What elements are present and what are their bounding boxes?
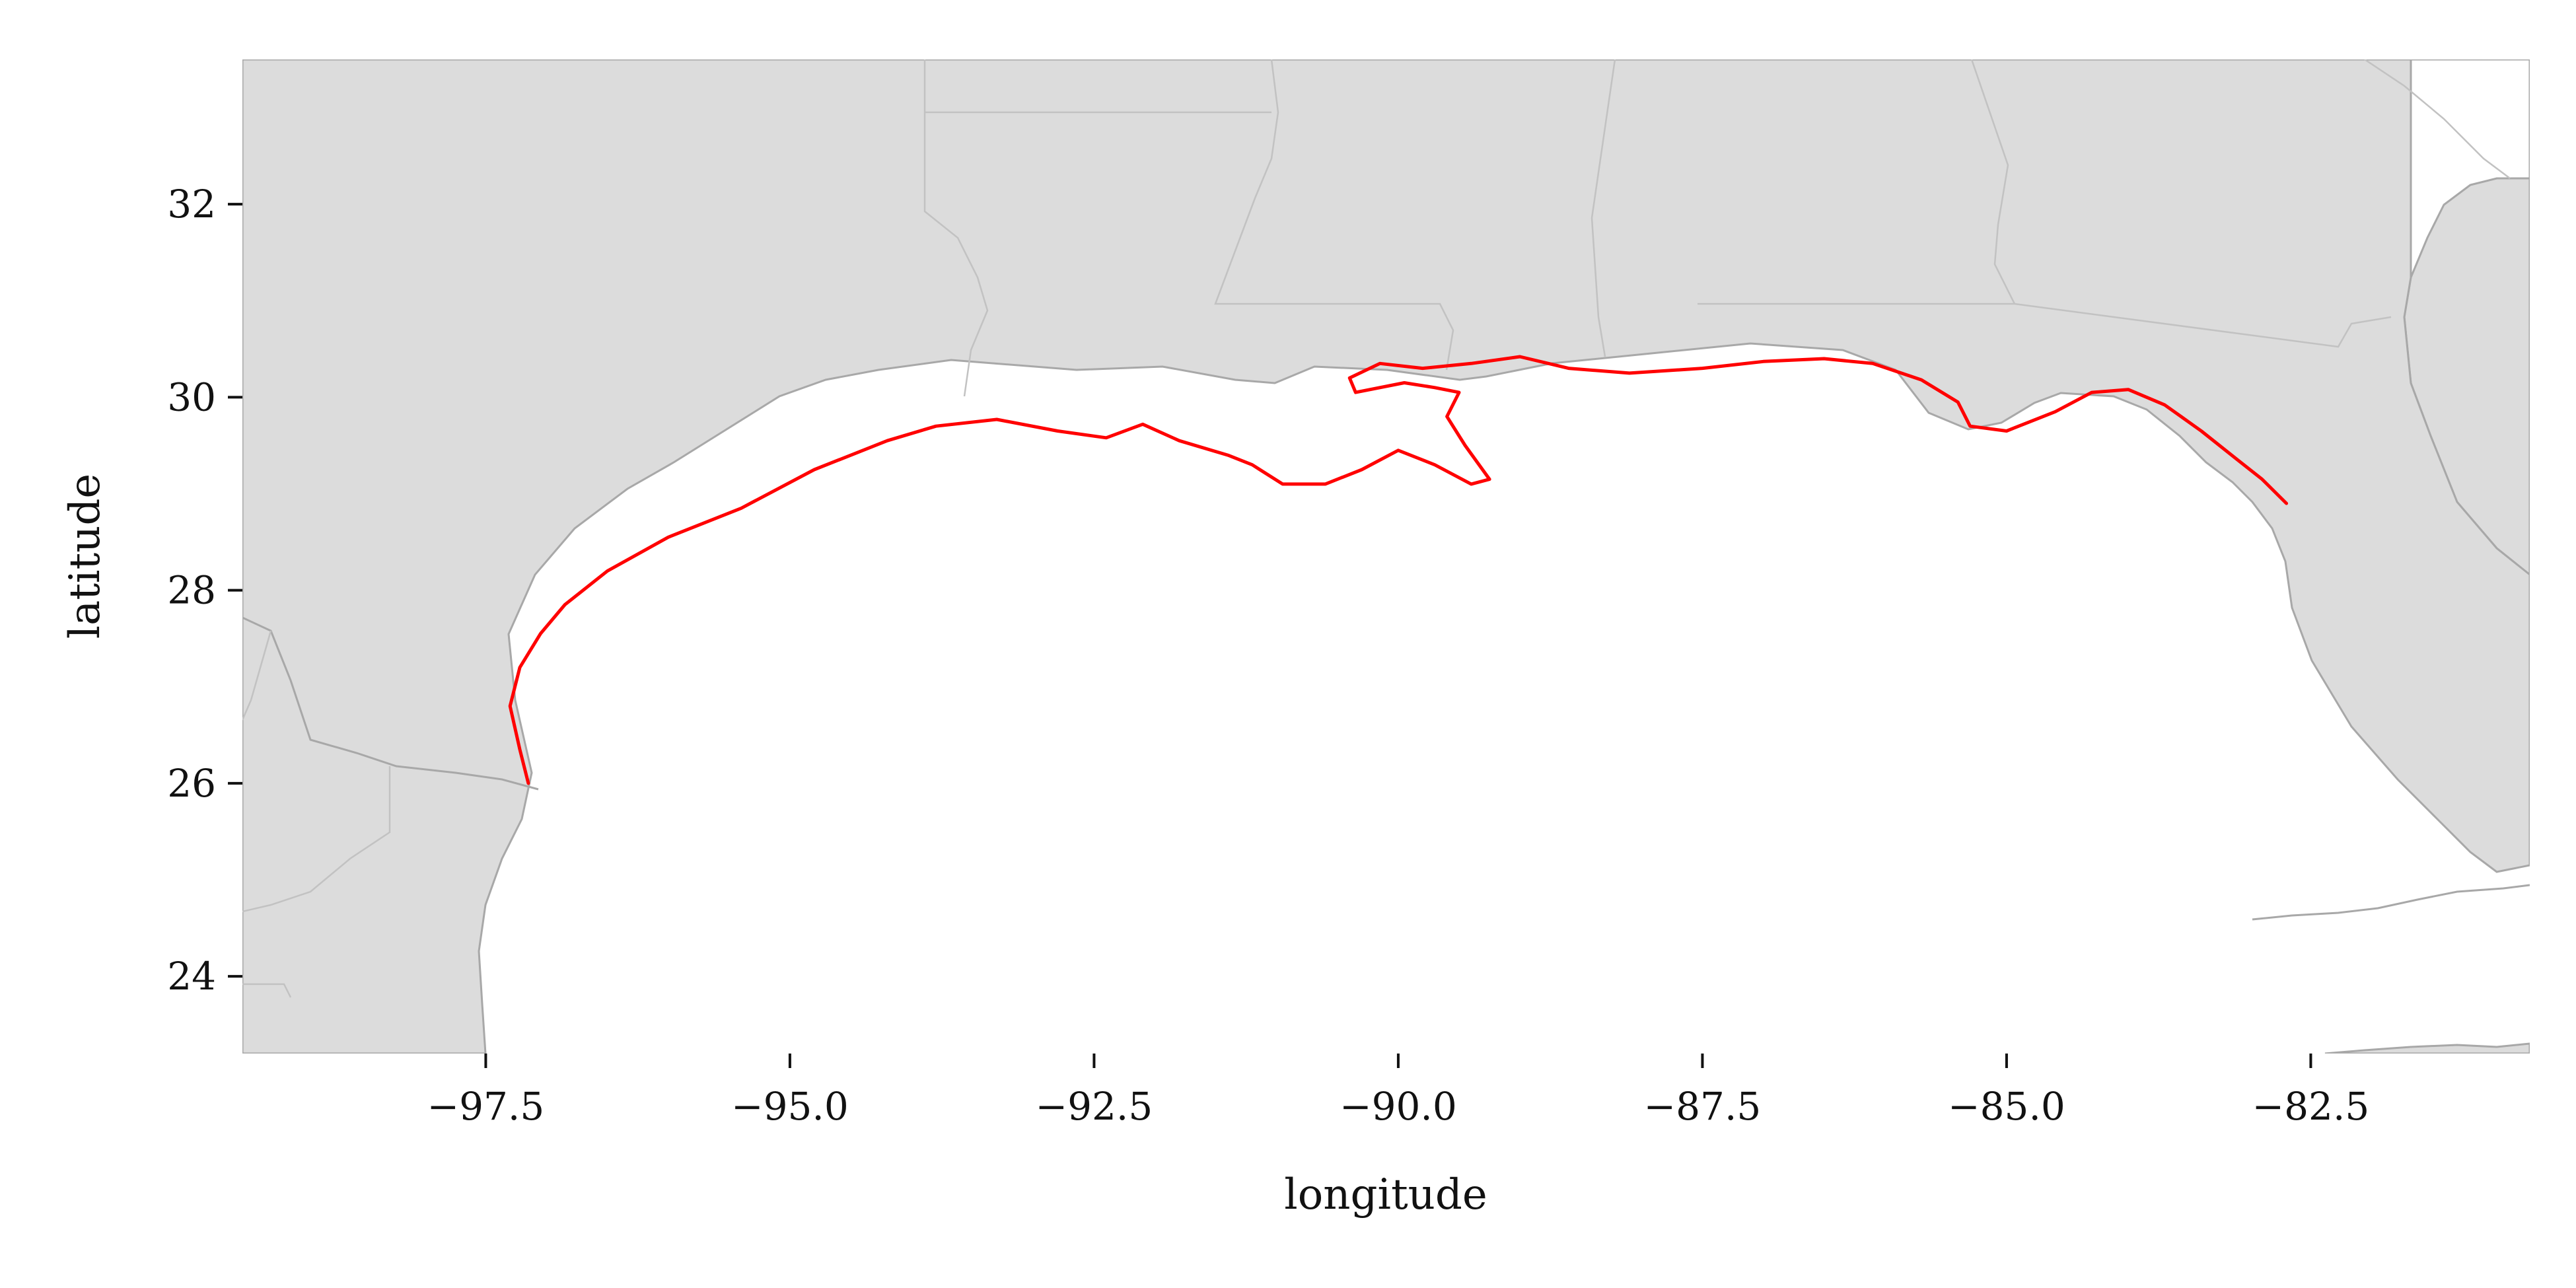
boundary-ga-sc (2364, 59, 2511, 179)
x-tick-label: −92.5 (1036, 1084, 1153, 1129)
y-tick-label: 28 (167, 568, 216, 613)
y-axis: 24 26 28 30 32 (167, 182, 242, 999)
y-tick-label: 32 (167, 182, 216, 227)
land-us-mexico (242, 59, 2530, 1054)
plot-area (242, 59, 2530, 1054)
x-tick-label: −95.0 (731, 1084, 849, 1129)
boundary-tx-la (923, 59, 989, 397)
x-tick-label: −90.0 (1340, 1084, 1457, 1129)
data-path (508, 355, 2289, 785)
x-axis: −97.5 −95.0 −92.5 −90.0 −87.5 −85.0 −82.5 (427, 1054, 2370, 1129)
x-tick-label: −85.0 (1948, 1084, 2065, 1129)
y-tick-label: 26 (167, 761, 216, 806)
x-tick-label: −82.5 (2252, 1084, 2370, 1129)
boundary-la-ms (1214, 59, 1454, 371)
x-tick-label: −87.5 (1644, 1084, 1762, 1129)
x-axis-label: longitude (1284, 1170, 1487, 1219)
y-tick-label: 30 (167, 375, 216, 419)
boundary-al-fl (1698, 303, 2392, 348)
x-tick-label: −97.5 (427, 1084, 545, 1129)
boundary-mexico-states (242, 630, 391, 998)
y-axis-label: latitude (61, 474, 110, 639)
land-cuba-edge (2324, 1042, 2530, 1054)
state-boundaries (242, 59, 2511, 998)
land-keys (2252, 884, 2530, 921)
boundary-us-mexico (242, 616, 539, 791)
y-tick-label: 24 (167, 954, 216, 999)
boundary-ms-al (1591, 59, 1616, 357)
boundary-al-ga (1970, 59, 2016, 304)
